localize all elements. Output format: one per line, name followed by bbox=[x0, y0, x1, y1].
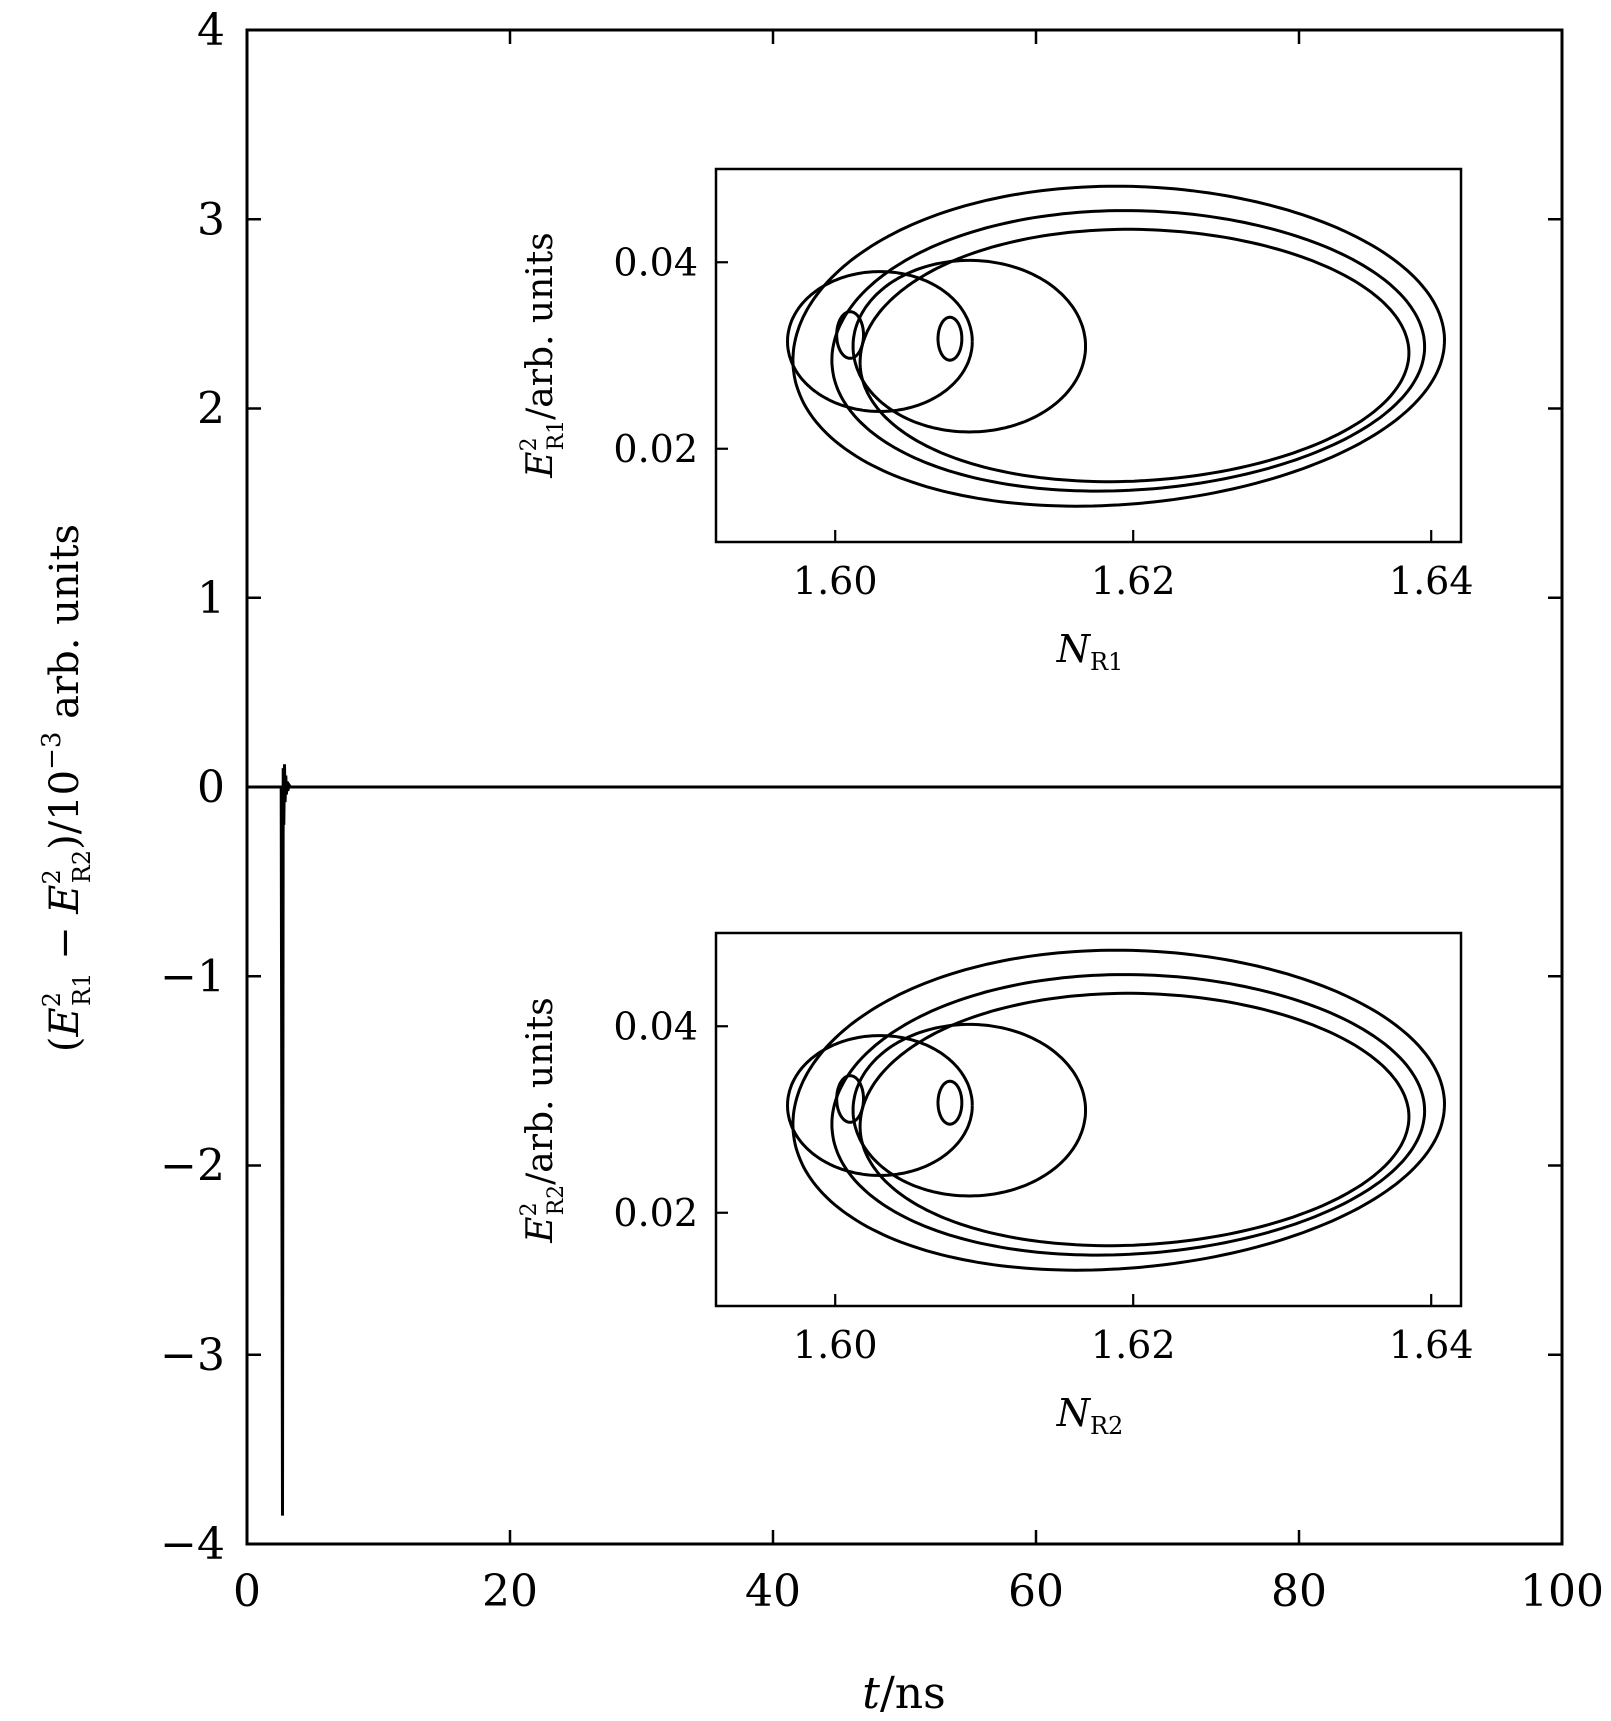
inset-bottom-x-ticks: 1.60 1.62 1.64 bbox=[793, 1294, 1474, 1367]
main-y-tick-label: 2 bbox=[197, 384, 225, 435]
inset-y-tick-label: 0.02 bbox=[613, 427, 698, 471]
main-y-tick-label: −4 bbox=[160, 1519, 225, 1570]
inset-x-tick-label: 1.62 bbox=[1091, 1323, 1176, 1367]
inset-top-y-axis-label: E2R1/arb. units bbox=[517, 232, 569, 478]
main-y-tick-label: 1 bbox=[197, 573, 225, 624]
main-y-axis-label: (E2R1 − E2R2)/10−3 arb. units bbox=[37, 524, 96, 1052]
inset-x-tick-label: 1.60 bbox=[793, 559, 878, 603]
inset-top: 0.02 0.04 1.60 1.62 1.64 E2R1/arb. units NR… bbox=[517, 167, 1474, 676]
main-x-tick-label: 0 bbox=[233, 1566, 261, 1617]
main-y-tick-label: 0 bbox=[197, 762, 225, 813]
inset-bottom-y-axis-label: E2R2/arb. units bbox=[517, 997, 569, 1243]
phase-portrait-loop bbox=[791, 948, 1447, 1272]
phase-portrait-loop bbox=[936, 1079, 964, 1126]
inset-bottom: 0.02 0.04 1.60 1.62 1.64 E2R2/arb. units NR… bbox=[517, 931, 1474, 1440]
inset-top-y-ticks: 0.02 0.04 bbox=[613, 240, 728, 471]
phase-portrait-loop bbox=[851, 1022, 1087, 1198]
inset-top-x-ticks: 1.60 1.62 1.64 bbox=[793, 530, 1474, 603]
main-y-tick-label: −3 bbox=[160, 1330, 225, 1381]
inset-bottom-x-axis-label: NR2 bbox=[1056, 1391, 1124, 1440]
inset-top-x-axis-label: NR1 bbox=[1056, 627, 1124, 676]
main-y-tick-label: −2 bbox=[160, 1141, 225, 1192]
inset-x-tick-label: 1.60 bbox=[793, 1323, 878, 1367]
phase-portrait-loop bbox=[791, 184, 1447, 508]
main-y-tick-label: 4 bbox=[197, 5, 225, 56]
main-x-tick-label: 100 bbox=[1520, 1566, 1604, 1617]
phase-portrait-loop bbox=[851, 258, 1087, 434]
inset-y-tick-label: 0.04 bbox=[613, 1004, 698, 1048]
main-x-ticks: 0 20 40 60 80 100 bbox=[233, 30, 1604, 1617]
main-x-tick-label: 40 bbox=[745, 1566, 801, 1617]
phase-portrait-loop bbox=[936, 315, 964, 362]
main-x-axis-label: t/ns bbox=[862, 1668, 945, 1719]
phase-portrait-loop bbox=[830, 209, 1427, 493]
phase-portrait-loop bbox=[785, 270, 974, 414]
phase-portrait-loop bbox=[785, 1034, 974, 1178]
main-x-tick-label: 60 bbox=[1008, 1566, 1064, 1617]
inset-top-phase-portrait bbox=[785, 184, 1447, 508]
inset-y-tick-label: 0.02 bbox=[613, 1191, 698, 1235]
main-plot: −4 −3 −2 −1 0 1 2 3 4 0 20 40 60 80 100 (E2R1 − E2R2)… bbox=[37, 5, 1604, 1719]
main-y-tick-label: −1 bbox=[160, 951, 225, 1002]
main-x-tick-label: 20 bbox=[482, 1566, 538, 1617]
inset-x-tick-label: 1.64 bbox=[1389, 559, 1474, 603]
phase-portrait-loop bbox=[830, 973, 1427, 1257]
inset-bottom-phase-portrait bbox=[785, 948, 1447, 1272]
main-x-tick-label: 80 bbox=[1271, 1566, 1327, 1617]
inset-x-tick-label: 1.64 bbox=[1389, 1323, 1474, 1367]
inset-y-tick-label: 0.04 bbox=[613, 240, 698, 284]
phase-portrait-loop bbox=[835, 310, 865, 360]
inset-top-frame bbox=[714, 167, 1463, 544]
inset-bottom-frame bbox=[714, 931, 1463, 1308]
inset-x-tick-label: 1.62 bbox=[1091, 559, 1176, 603]
main-y-tick-label: 3 bbox=[197, 194, 225, 245]
phase-portrait-loop bbox=[835, 1074, 865, 1124]
difference-series-line bbox=[247, 764, 1562, 1516]
inset-bottom-y-ticks: 0.02 0.04 bbox=[613, 1004, 728, 1235]
